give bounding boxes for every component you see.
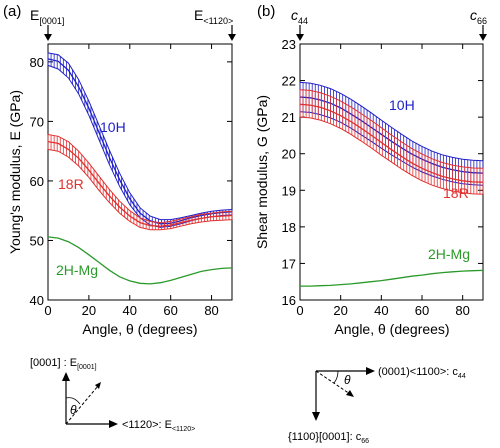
series-line-b-2hmg bbox=[300, 269, 484, 287]
x-tick-label-b-60: 60 bbox=[415, 303, 429, 318]
marker-b-left-base: c bbox=[291, 7, 298, 23]
orientation-diagram-a: θ [0001] : E[0001] <1120>: E<1120> bbox=[30, 357, 195, 433]
panel-a-label: (a) bbox=[3, 3, 21, 20]
y-tick-label-b-18: 18 bbox=[282, 220, 296, 235]
marker-a-right: E<1120> bbox=[194, 7, 233, 26]
y-tick-label-a-50: 50 bbox=[30, 233, 44, 248]
panel-a: (a) E[0001] E<1120> 0 20 40 60 804050607080 … bbox=[3, 3, 236, 337]
x-tick-label-b-40: 40 bbox=[374, 303, 388, 318]
series-upper-a-10h bbox=[47, 52, 233, 221]
series-label-a-2hmg: 2H-Mg bbox=[56, 262, 98, 278]
y-tick-label-a-80: 80 bbox=[30, 55, 44, 70]
series-b bbox=[299, 81, 484, 287]
series-label-b-10h: 10H bbox=[389, 97, 415, 113]
series-upper-a-18r bbox=[47, 134, 233, 224]
x-tick-label-b-80: 80 bbox=[455, 303, 469, 318]
diagram-b-vertical-sub: 66 bbox=[361, 438, 369, 445]
x-tick-label-a-0: 0 bbox=[44, 303, 51, 318]
diagram-a-vertical-sub: [0001] bbox=[77, 364, 97, 371]
x-tick-label-a-20: 20 bbox=[82, 303, 96, 318]
marker-a-right-base: E bbox=[194, 7, 203, 23]
series-label-a-10h: 10H bbox=[100, 119, 126, 135]
ticks-b: 0 20 40 60 80 16 17 18 19 20 21 22 23 bbox=[282, 37, 483, 318]
marker-b-left-arrow bbox=[296, 25, 304, 41]
diagram-b-horizontal-label: (0001)<1100>: c44 bbox=[378, 366, 466, 380]
y-tick-label-b-21: 21 bbox=[282, 110, 296, 125]
diagram-b-vertical-base: {1100}[0001]: c bbox=[288, 431, 362, 443]
arrow-diagonal-icon bbox=[95, 382, 101, 389]
marker-a-left: E[0001] bbox=[30, 7, 64, 26]
series-label-b-18r: 18R bbox=[443, 185, 469, 201]
marker-a-left-arrow bbox=[44, 25, 52, 41]
arrow-right-icon bbox=[366, 367, 375, 375]
series-line-b-18r bbox=[299, 103, 484, 183]
series-lower-a-10h bbox=[47, 64, 233, 228]
y-tick-label-b-23: 23 bbox=[282, 37, 296, 52]
y-tick-label-b-17: 17 bbox=[282, 256, 296, 271]
y-axis-title-a: Young's modulus, E (GPa) bbox=[7, 90, 23, 254]
y-axis-title-b: Shear modulus, G (GPa) bbox=[254, 95, 270, 249]
y-tick-label-a-40: 40 bbox=[30, 293, 44, 308]
arrow-up-icon bbox=[62, 372, 70, 381]
x-tick-label-b-20: 20 bbox=[333, 303, 347, 318]
marker-a-left-base: E bbox=[30, 7, 39, 23]
plot-area-a bbox=[47, 43, 233, 301]
orientation-diagram-b: θ (0001)<1100>: c44 {1100}[0001]: c66 bbox=[288, 366, 466, 445]
marker-b-right: c66 bbox=[470, 7, 487, 26]
series-line-a-18r bbox=[47, 140, 233, 227]
marker-b-left: c44 bbox=[291, 7, 308, 26]
arrow-diagonal-icon bbox=[346, 390, 354, 397]
x-tick-label-a-40: 40 bbox=[123, 303, 137, 318]
diagram-a-theta: θ bbox=[70, 403, 77, 417]
diagram-b-horizontal-base: (0001)<1100>: c bbox=[378, 366, 458, 378]
marker-a-right-sub: <1120> bbox=[203, 16, 233, 26]
diagram-b-vertical-label: {1100}[0001]: c66 bbox=[288, 431, 369, 445]
marker-b-right-base: c bbox=[470, 7, 477, 23]
marker-b-right-arrow bbox=[479, 25, 487, 41]
y-tick-label-b-22: 22 bbox=[282, 74, 296, 89]
arrow-right-icon bbox=[109, 420, 118, 428]
y-tick-label-b-19: 19 bbox=[282, 183, 296, 198]
series-label-b-2hmg: 2H-Mg bbox=[428, 246, 470, 262]
panel-b-label: (b) bbox=[257, 3, 275, 20]
y-tick-label-a-60: 60 bbox=[30, 174, 44, 189]
x-axis-title-a: Angle, θ (degrees) bbox=[82, 321, 197, 337]
series-lower-a-18r bbox=[47, 148, 233, 231]
diagram-a-horizontal-label: <1120>: E<1120> bbox=[122, 419, 195, 433]
x-tick-label-a-60: 60 bbox=[163, 303, 177, 318]
diagram-a-horizontal-base: <1120>: E bbox=[122, 419, 172, 431]
arrow-down-icon bbox=[312, 412, 320, 421]
diagram-a-vertical-label: [0001] : E[0001] bbox=[30, 357, 97, 371]
x-axis-title-b: Angle, θ (degrees) bbox=[334, 321, 449, 337]
series-upper-b-10h bbox=[299, 81, 484, 162]
x-tick-label-a-80: 80 bbox=[204, 303, 218, 318]
diagram-a-vertical-base: [0001] : E bbox=[30, 357, 77, 369]
marker-a-left-sub: [0001] bbox=[39, 16, 64, 26]
series-upper-b-18r bbox=[299, 89, 484, 169]
y-tick-label-b-20: 20 bbox=[282, 147, 296, 162]
diagram-a-horizontal-sub: <1120> bbox=[172, 426, 195, 433]
y-tick-label-a-70: 70 bbox=[30, 114, 44, 129]
series-line-a-2hmg bbox=[47, 236, 233, 285]
marker-b-right-sub: 66 bbox=[477, 16, 487, 26]
series-lower-b-18r bbox=[299, 116, 484, 195]
ticks-a: 0 20 40 60 80 40 50 60 70 80 bbox=[30, 44, 232, 318]
marker-a-right-arrow bbox=[228, 25, 236, 41]
diagram-b-theta: θ bbox=[344, 373, 351, 387]
diagram-b-horizontal-sub: 44 bbox=[458, 373, 466, 380]
marker-b-left-sub: 44 bbox=[298, 16, 308, 26]
x-tick-label-b-0: 0 bbox=[296, 303, 303, 318]
series-label-a-18r: 18R bbox=[58, 176, 84, 192]
y-tick-label-b-16: 16 bbox=[282, 293, 296, 308]
series-a bbox=[47, 52, 233, 285]
